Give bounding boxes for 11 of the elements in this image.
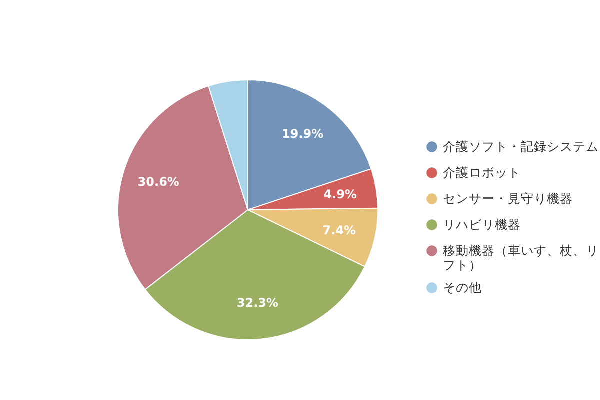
legend-label: リハビリ機器 xyxy=(443,217,521,232)
legend-label: センサー・見守り機器 xyxy=(443,191,573,206)
data-label: 32.3% xyxy=(236,296,279,310)
data-label: 30.6% xyxy=(138,175,180,190)
legend-label: 移動機器（車いす、杖、リフト） xyxy=(443,243,599,272)
data-label: 4.9% xyxy=(324,187,357,202)
data-label: 19.9% xyxy=(282,127,324,142)
legend-label: その他 xyxy=(443,280,482,295)
data-label: 7.4% xyxy=(322,223,356,238)
legend-label: 介護ソフト・記録システム xyxy=(443,139,599,154)
legend-label: 介護ロボット xyxy=(443,165,521,180)
